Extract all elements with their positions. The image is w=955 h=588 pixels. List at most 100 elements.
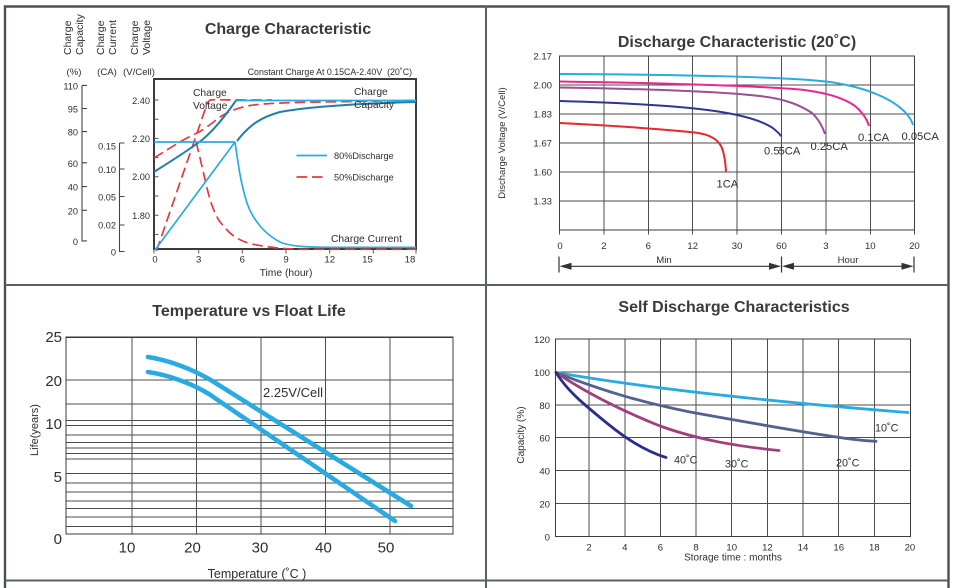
svg-text:20: 20 xyxy=(539,500,550,511)
svg-text:2: 2 xyxy=(601,241,606,252)
svg-text:80%Discharge: 80%Discharge xyxy=(334,151,394,161)
svg-text:5: 5 xyxy=(54,469,62,486)
svg-text:60: 60 xyxy=(68,159,78,169)
svg-text:16: 16 xyxy=(833,543,844,554)
svg-text:1.67: 1.67 xyxy=(533,139,552,150)
svg-text:14: 14 xyxy=(798,543,809,554)
svg-text:10˚C: 10˚C xyxy=(875,423,899,435)
svg-text:2.00: 2.00 xyxy=(132,172,150,182)
svg-text:Capacity: Capacity xyxy=(354,100,395,111)
svg-text:0: 0 xyxy=(545,532,550,543)
svg-text:Temperature (˚C ): Temperature (˚C ) xyxy=(208,567,307,581)
svg-text:0: 0 xyxy=(73,237,78,247)
svg-text:40: 40 xyxy=(539,467,550,478)
svg-text:0.05CA: 0.05CA xyxy=(902,131,940,143)
svg-text:50: 50 xyxy=(378,540,395,557)
svg-text:Hour: Hour xyxy=(838,255,860,266)
svg-text:20: 20 xyxy=(68,206,78,216)
svg-text:Charge: Charge xyxy=(354,87,388,98)
svg-text:(CA): (CA) xyxy=(97,67,117,78)
svg-text:Discharge Voltage (V/Cell): Discharge Voltage (V/Cell) xyxy=(497,87,508,198)
svg-text:18: 18 xyxy=(405,255,416,266)
svg-text:Constant Charge At 0.15CA-2.40: Constant Charge At 0.15CA-2.40V (20˚C) xyxy=(248,67,412,77)
svg-text:95: 95 xyxy=(68,105,78,115)
svg-text:1.33: 1.33 xyxy=(533,197,552,208)
svg-text:2.00: 2.00 xyxy=(533,81,552,92)
svg-text:6: 6 xyxy=(658,543,663,554)
svg-text:12: 12 xyxy=(324,255,335,266)
svg-text:0.10: 0.10 xyxy=(98,165,116,175)
svg-text:Temperature vs Float Life: Temperature vs Float Life xyxy=(152,303,346,320)
svg-text:(%): (%) xyxy=(67,67,82,78)
svg-text:100: 100 xyxy=(534,368,550,379)
svg-text:Charge: Charge xyxy=(62,20,74,55)
svg-text:1.83: 1.83 xyxy=(533,110,552,121)
svg-text:60: 60 xyxy=(776,241,787,252)
svg-text:Charge: Charge xyxy=(193,88,227,99)
svg-text:Discharge Characteristic (20˚C: Discharge Characteristic (20˚C) xyxy=(618,34,856,51)
svg-text:60: 60 xyxy=(539,434,550,445)
svg-text:30: 30 xyxy=(732,241,743,252)
svg-text:1CA: 1CA xyxy=(717,179,739,191)
svg-text:Capacity (%): Capacity (%) xyxy=(516,406,527,463)
svg-text:2: 2 xyxy=(586,543,591,554)
svg-text:25: 25 xyxy=(45,329,62,346)
svg-text:40: 40 xyxy=(315,540,332,557)
svg-text:Storage time : months: Storage time : months xyxy=(684,553,782,564)
svg-text:2.40: 2.40 xyxy=(132,96,150,106)
svg-text:40˚C: 40˚C xyxy=(674,455,698,467)
svg-text:(V/Cell): (V/Cell) xyxy=(123,67,155,78)
svg-text:4: 4 xyxy=(622,543,628,554)
svg-text:15: 15 xyxy=(362,255,373,266)
svg-text:10: 10 xyxy=(45,416,62,433)
svg-text:120: 120 xyxy=(534,335,550,346)
svg-text:0: 0 xyxy=(111,247,116,257)
svg-text:30: 30 xyxy=(252,540,269,557)
svg-text:20˚C: 20˚C xyxy=(836,458,860,470)
svg-text:50%Discharge: 50%Discharge xyxy=(334,172,394,182)
svg-text:0.15: 0.15 xyxy=(98,142,116,152)
svg-text:0.55CA: 0.55CA xyxy=(764,146,801,158)
svg-text:2.25V/Cell: 2.25V/Cell xyxy=(263,385,323,400)
svg-text:8: 8 xyxy=(693,543,698,554)
svg-text:Voltage: Voltage xyxy=(193,101,228,112)
svg-text:1.60: 1.60 xyxy=(533,168,552,179)
svg-text:1.80: 1.80 xyxy=(132,211,150,221)
svg-text:20: 20 xyxy=(905,543,916,554)
svg-text:12: 12 xyxy=(687,241,698,252)
svg-text:110: 110 xyxy=(63,81,78,91)
svg-text:0.25CA: 0.25CA xyxy=(811,141,849,153)
svg-text:10: 10 xyxy=(119,540,136,557)
svg-text:Voltage: Voltage xyxy=(141,20,153,55)
svg-text:20: 20 xyxy=(184,540,201,557)
svg-text:0: 0 xyxy=(54,531,62,548)
svg-text:30˚C: 30˚C xyxy=(725,459,749,471)
svg-text:Current: Current xyxy=(107,20,119,55)
svg-text:Charge Characteristic: Charge Characteristic xyxy=(205,21,371,38)
svg-text:20: 20 xyxy=(909,241,920,252)
svg-text:2.20: 2.20 xyxy=(132,134,150,144)
svg-text:6: 6 xyxy=(646,241,651,252)
svg-text:10: 10 xyxy=(865,241,876,252)
svg-text:3: 3 xyxy=(196,255,201,266)
svg-text:6: 6 xyxy=(240,255,245,266)
svg-text:3: 3 xyxy=(823,241,828,252)
svg-text:10: 10 xyxy=(726,543,737,554)
svg-text:Capacity: Capacity xyxy=(74,13,86,55)
svg-text:9: 9 xyxy=(283,255,288,266)
svg-text:12: 12 xyxy=(762,543,773,554)
svg-text:80: 80 xyxy=(539,401,550,412)
svg-text:0.1CA: 0.1CA xyxy=(858,132,890,144)
svg-text:20: 20 xyxy=(45,373,62,390)
svg-text:Time (hour): Time (hour) xyxy=(260,268,313,279)
svg-text:18: 18 xyxy=(869,543,880,554)
svg-text:2.17: 2.17 xyxy=(533,52,552,63)
svg-text:80: 80 xyxy=(68,128,78,138)
svg-text:0: 0 xyxy=(152,255,157,266)
svg-text:0: 0 xyxy=(557,241,562,252)
svg-text:40: 40 xyxy=(68,183,78,193)
svg-text:Min: Min xyxy=(656,255,671,266)
svg-text:Charge: Charge xyxy=(95,20,107,55)
svg-text:0.02: 0.02 xyxy=(98,221,116,231)
svg-text:Life(years): Life(years) xyxy=(29,404,41,456)
